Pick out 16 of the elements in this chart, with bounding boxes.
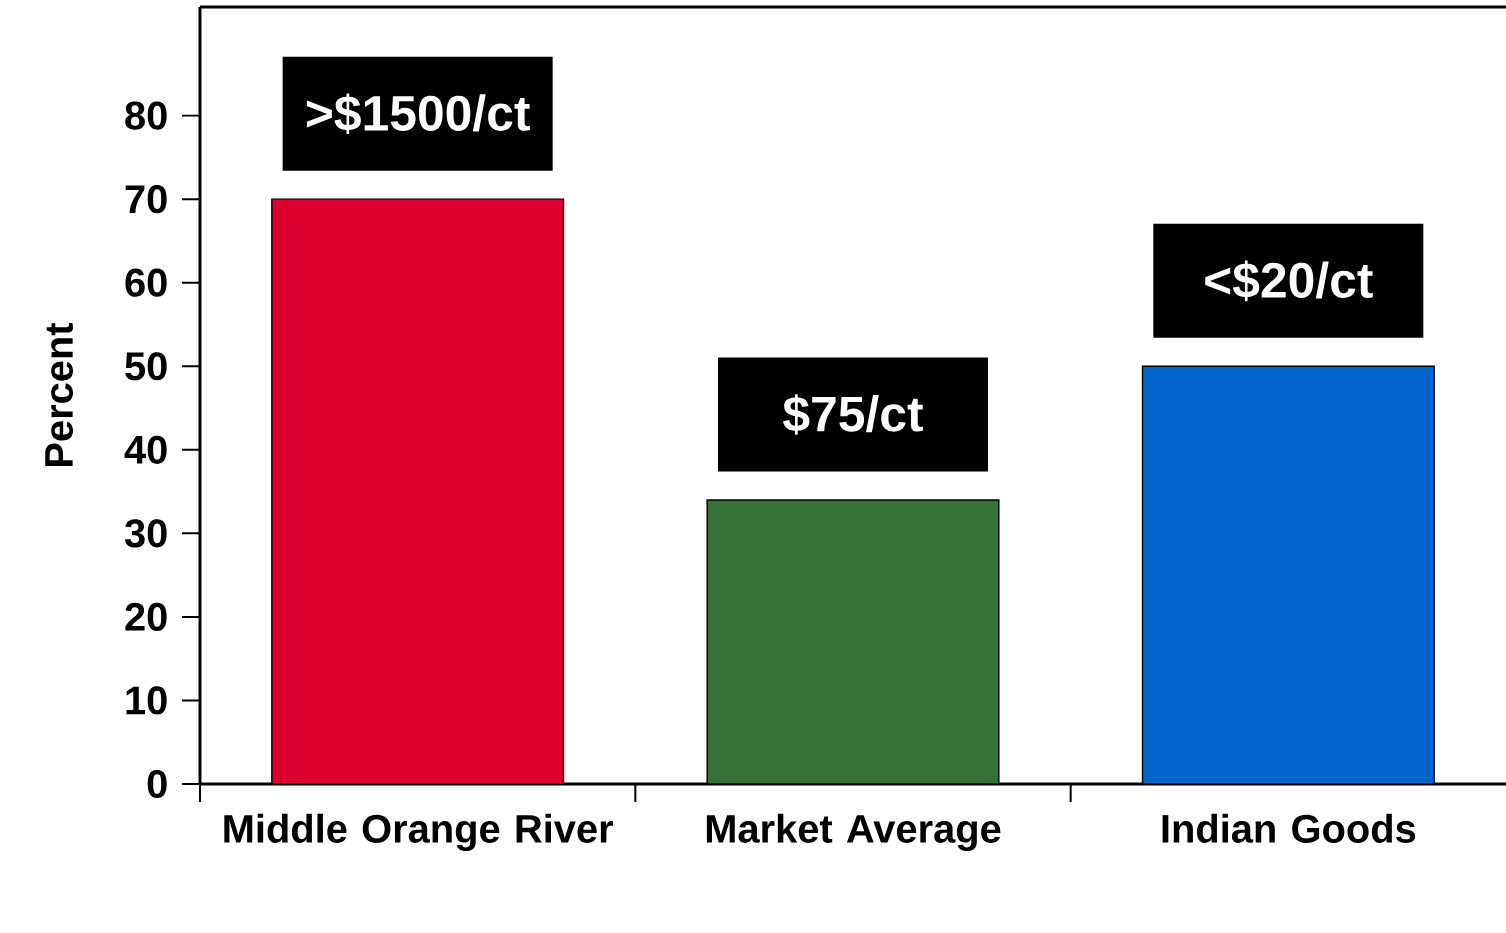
- y-tick-label: 80: [125, 101, 167, 130]
- y-tick-label: 70: [125, 185, 167, 214]
- x-tick-label: Indian Goods: [1162, 813, 1416, 843]
- annotation: <$20/ct: [1205, 260, 1373, 302]
- annotation: $75/ct: [783, 394, 923, 435]
- y-axis-title: Percent: [45, 322, 74, 466]
- y-tick-label: 40: [124, 435, 167, 464]
- y-tick-label: 0: [147, 769, 167, 799]
- x-tick-label: Middle Orange River: [224, 813, 614, 851]
- y-tick-label: 50: [125, 352, 167, 381]
- y-tick-label: 30: [124, 519, 167, 548]
- y-tick-label: 10: [126, 686, 167, 715]
- x-tick-label: Market Average: [706, 813, 1001, 851]
- y-tick-label: 20: [125, 602, 167, 631]
- annotation: >$1500/ct: [306, 93, 530, 135]
- y-tick-label: 60: [125, 268, 167, 297]
